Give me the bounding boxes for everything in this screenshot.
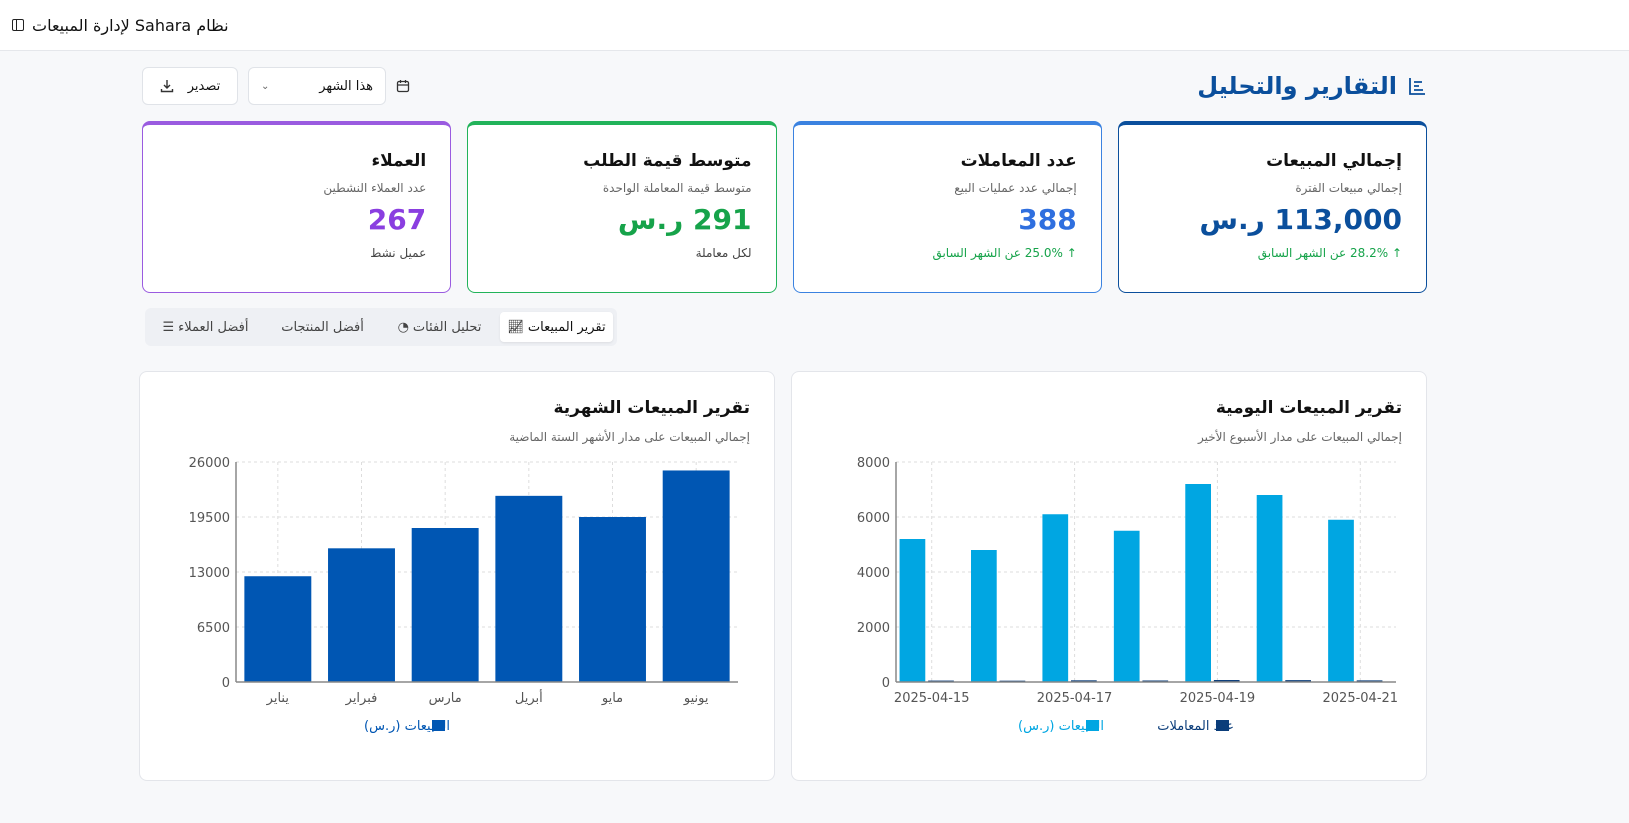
legend-label: المبيعات (ر.س): [364, 719, 450, 734]
card-transactions: عدد المعاملات إجمالي عدد عمليات البيع 388…: [792, 121, 1102, 293]
legend-label: عدد المعاملات: [1157, 719, 1234, 734]
bar: [244, 576, 312, 682]
bar: [1185, 484, 1211, 682]
arrow-up-icon: ↑: [1066, 246, 1077, 260]
tab-top-customers[interactable]: أفضل العملاء ☰: [162, 319, 249, 335]
y-tick-label: 26000: [189, 456, 230, 471]
legend-swatch: [1086, 720, 1099, 731]
calendar-icon: [396, 80, 410, 93]
bar: [1356, 680, 1383, 682]
monthly-sales-chart: 0 6500 13000 19500 26000 يناير فبراير مارس أبريل…: [189, 456, 738, 734]
card-avg-order: متوسط قيمة الطلب متوسط قيمة المعاملة الوا…: [467, 121, 777, 293]
export-button[interactable]: تصدير: [142, 67, 238, 105]
bar: [495, 495, 563, 682]
bar: [899, 539, 926, 682]
chevron-down-icon: ⌄: [261, 80, 270, 92]
report-icon: [1409, 78, 1425, 95]
y-tick-label: 6500: [197, 621, 230, 636]
bar: [662, 470, 730, 682]
y-tick-label: 4000: [857, 566, 890, 581]
bar: [971, 550, 997, 682]
bar-list-icon: ☰: [162, 319, 175, 335]
x-tick-label: 2025-04-19: [1180, 691, 1256, 706]
download-icon: [160, 80, 173, 93]
monthly-sales-chart-card: تقرير المبيعات الشهرية إجمالي المبيعات ع…: [139, 371, 775, 781]
y-tick-label: 0: [222, 676, 230, 691]
bar: [1042, 514, 1069, 682]
x-tick-label: 2025-04-21: [1323, 691, 1399, 706]
legend-swatch: [1216, 720, 1229, 731]
arrow-up-icon: ↑: [1391, 246, 1402, 260]
bar: [1256, 495, 1283, 682]
y-tick-label: 2000: [857, 621, 890, 636]
trend: ↑ 28.2% عن الشهر السابق: [1257, 246, 1402, 260]
y-tick-label: 13000: [189, 566, 230, 581]
card-customers: العملاء عدد العملاء النشطين 267 عميل نشط: [142, 121, 452, 293]
bar: [411, 528, 479, 682]
bar: [1142, 680, 1169, 682]
top-bar: نظام Sahara لإدارة المبيعات: [0, 0, 1629, 51]
period-select[interactable]: هذا الشهر ⌄: [248, 67, 386, 105]
sidebar-toggle-icon[interactable]: [12, 19, 24, 31]
y-tick-label: 6000: [857, 511, 890, 526]
pie-chart-icon: ◔: [397, 319, 409, 335]
tab-top-products[interactable]: أفضل المنتجات: [281, 319, 364, 335]
trend: ↑ 25.0% عن الشهر السابق: [932, 246, 1077, 260]
x-tick-label: يونيو: [683, 691, 709, 706]
x-tick-label: فبراير: [345, 691, 378, 706]
card-total-sales: إجمالي المبيعات إجمالي مبيعات الفترة 113,…: [1117, 121, 1427, 293]
bar: [579, 517, 646, 682]
bar: [1328, 519, 1354, 682]
x-tick-label: مارس: [429, 691, 462, 706]
y-tick-label: 0: [882, 676, 890, 691]
x-tick-label: 2025-04-17: [1037, 691, 1113, 706]
bar: [1285, 680, 1311, 682]
daily-sales-chart-card: تقرير المبيعات اليومية إجمالي المبيعات ع…: [791, 371, 1427, 781]
bar: [1071, 680, 1097, 682]
daily-sales-chart: 0 2000 4000 6000 8000 2025-04-15 2025-04-17 202…: [857, 456, 1399, 734]
y-tick-label: 19500: [189, 511, 230, 526]
x-tick-label: مايو: [601, 691, 623, 706]
x-tick-label: 2025-04-15: [894, 691, 970, 706]
app-title: نظام Sahara لإدارة المبيعات: [32, 15, 229, 35]
x-tick-label: يناير: [266, 691, 290, 706]
x-tick-label: أبريل: [515, 689, 543, 706]
report-tabs: تقرير المبيعات 📈︎ تحليل الفئات ◔ أفضل المن…: [145, 308, 617, 346]
tab-category-analysis[interactable]: تحليل الفئات ◔: [397, 319, 482, 335]
bar: [1113, 530, 1140, 682]
legend-swatch: [432, 720, 445, 731]
legend-label: المبيعات (ر.س): [1018, 719, 1104, 734]
page-title: التقارير والتحليل: [1197, 72, 1427, 100]
line-chart-icon: 📈︎: [507, 319, 524, 335]
tab-sales-report[interactable]: تقرير المبيعات 📈︎: [500, 312, 613, 342]
y-tick-label: 8000: [857, 456, 890, 471]
bar: [1213, 680, 1240, 682]
bar: [328, 548, 395, 682]
